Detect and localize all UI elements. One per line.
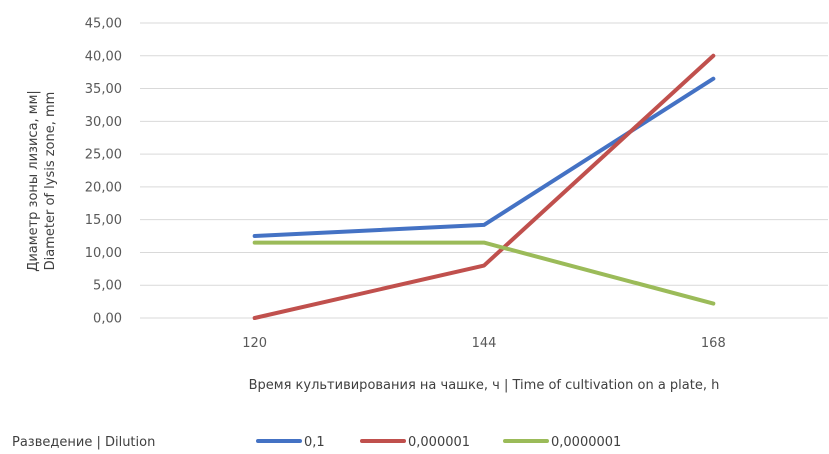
legend: 0,1 0,000001 0,0000001 (256, 435, 621, 450)
y-axis-ticks: 0,00 5,00 10,00 15,00 20,00 25,00 30,00 35,00 40… (85, 17, 122, 327)
x-tick-label: 120 (242, 336, 267, 351)
y-tick-label: 25,00 (85, 148, 122, 163)
y-axis-title-line-2: Diameter of lysis zone, mm (43, 92, 58, 271)
y-tick-label: 5,00 (93, 279, 122, 294)
y-tick-label: 45,00 (85, 17, 122, 32)
y-tick-label: 20,00 (85, 180, 122, 195)
y-tick-label: 15,00 (85, 213, 122, 228)
series-line-3 (252, 240, 716, 306)
x-tick-label: 168 (701, 336, 726, 351)
y-tick-label: 30,00 (85, 115, 122, 130)
legend-label-3: 0,0000001 (551, 435, 621, 450)
series-line-1 (252, 76, 716, 239)
gridlines (140, 22, 828, 319)
legend-label-1: 0,1 (304, 435, 325, 450)
x-tick-label: 144 (472, 336, 497, 351)
y-axis-title-line-1: Диаметр зоны лизиса, мм| (26, 90, 41, 272)
x-axis-ticks: 120 144 168 (242, 336, 725, 351)
legend-title: Разведение | Dilution (12, 435, 155, 450)
series-line-2 (252, 53, 716, 320)
x-axis-title: Время культивирования на чашке, ч | Time… (249, 378, 720, 393)
series-lines (252, 53, 716, 320)
y-tick-label: 10,00 (85, 246, 122, 261)
legend-label-2: 0,000001 (408, 435, 470, 450)
y-tick-label: 35,00 (85, 82, 122, 97)
y-tick-label: 0,00 (93, 312, 122, 327)
y-tick-label: 40,00 (85, 49, 122, 64)
